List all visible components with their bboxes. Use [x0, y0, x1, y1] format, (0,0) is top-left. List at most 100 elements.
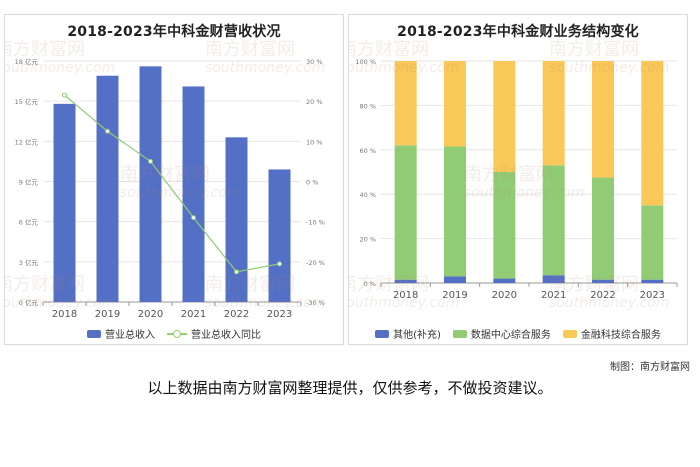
stacked-bar-segment [592, 61, 614, 178]
legend-swatch [167, 329, 187, 338]
yoy-point [148, 158, 153, 164]
stacked-bar-segment [493, 172, 516, 279]
chart-title: 2018-2023年中科金财业务结构变化 [397, 24, 639, 40]
watermark-text: 南方财富网 [349, 274, 429, 295]
y-left-tick-label: 12 亿元 [15, 137, 39, 146]
watermark-text: southmoney.com [464, 185, 584, 201]
stacked-bar-segment [542, 165, 565, 276]
watermark-text: southmoney.com [549, 295, 669, 311]
watermark: 南方财富网southmoney.com南方财富网southmoney.com南方… [5, 39, 325, 311]
stacked-bar-segment [542, 275, 565, 283]
yoy-point [105, 128, 110, 134]
x-tick-label: 2020 [492, 290, 517, 301]
y-tick-label: 20 % [359, 236, 376, 244]
x-tick-label: 2023 [267, 309, 292, 320]
legend-label: 金融科技综合服务 [580, 330, 661, 341]
watermark-text: southmoney.com [205, 295, 325, 311]
stacked-bar-segment [394, 279, 417, 283]
business-structure-chart-panel: 2018-2023年中科金财业务结构变化 0 % 20 % 40 % 60 % 80 %… [348, 14, 688, 345]
y-right-tick-label: 10 % [306, 138, 323, 146]
legend-swatch [562, 329, 577, 338]
x-tick-label: 2019 [95, 309, 120, 320]
x-tick-label: 2023 [640, 290, 665, 301]
y-left-tick-label: 6 亿元 [19, 218, 39, 227]
legend-label: 其他(补充) [393, 330, 441, 341]
y-tick-label: 0 % [364, 280, 376, 288]
revenue-bar [139, 66, 162, 302]
legend-label: 数据中心综合服务 [470, 330, 551, 341]
revenue-bar [53, 103, 76, 302]
legend-item-datacenter[interactable]: 数据中心综合服务 [452, 326, 551, 341]
watermark-text: 南方财富网 [549, 39, 639, 60]
chart-legend: 其他(补充) 数据中心综合服务 金融科技综合服务 [349, 326, 687, 341]
y-right-tick-label: -30 % [306, 299, 325, 307]
yoy-point [234, 269, 239, 275]
watermark-text: 南方财富网 [5, 39, 85, 60]
x-tick-label: 2018 [52, 309, 77, 320]
watermark-text: 南方财富网 [205, 274, 295, 295]
legend-swatch [87, 329, 101, 338]
y-right-tick-label: 0 % [306, 179, 318, 187]
chart-title: 2018-2023年中科金财营收状况 [67, 24, 281, 40]
y-tick-label: 60 % [359, 147, 376, 155]
legend-item-yoy[interactable]: 营业总收入同比 [167, 326, 261, 341]
revenue-bar [182, 86, 205, 302]
watermark-text: 南方财富网 [349, 39, 429, 60]
watermark-text: southmoney.com [5, 295, 115, 311]
y-right-tick-label: -10 % [306, 219, 325, 227]
x-tick-label: 2022 [590, 290, 615, 301]
x-tick-label: 2021 [541, 290, 566, 301]
legend-swatch [452, 329, 467, 338]
watermark-text: 南方财富网 [5, 274, 85, 295]
legend-label: 营业总收入同比 [191, 330, 261, 341]
revenue-chart: 0 亿元 3 亿元 6 亿元 9 亿元 12 亿元 15 亿元 18 亿元 -30 % -20 … [5, 39, 325, 320]
revenue-bar [96, 75, 119, 302]
yoy-point [62, 92, 67, 98]
y-left-tick-label: 18 亿元 [15, 57, 39, 66]
x-tick-label: 2018 [393, 290, 418, 301]
revenue-bar [225, 137, 248, 302]
y-left-tick-label: 9 亿元 [19, 178, 39, 187]
stacked-bar-segment [592, 279, 614, 283]
y-right-tick-label: 20 % [306, 98, 323, 106]
y-left-tick-label: 3 亿元 [19, 258, 39, 267]
watermark-text: southmoney.com [549, 60, 669, 76]
disclaimer-text: 以上数据由南方财富网整理提供，仅供参考，不做投资建议。 [147, 379, 553, 397]
business-structure-chart: 0 % 20 % 40 % 60 % 80 % 100 % 2018 2019 2020 2021… [349, 39, 678, 311]
stacked-bar-segment [444, 146, 466, 277]
legend-item-revenue[interactable]: 营业总收入 [87, 326, 155, 341]
watermark-text: southmoney.com [120, 185, 240, 201]
legend-item-other[interactable]: 其他(补充) [375, 326, 441, 341]
y-left-tick-label: 0 亿元 [19, 298, 39, 307]
y-right-tick-label: 30 % [306, 58, 323, 66]
legend-item-fintech[interactable]: 金融科技综合服务 [562, 326, 661, 341]
legend-swatch [375, 329, 390, 338]
stacked-bar-segment [641, 279, 664, 283]
revenue-chart-panel: 2018-2023年中科金财营收状况 0 亿元 3 亿元 6 亿元 9 亿元 12 亿元… [4, 14, 344, 345]
y-tick-label: 80 % [359, 102, 376, 110]
chart-legend: 营业总收入 营业总收入同比 [5, 326, 343, 341]
watermark-text: southmoney.com [349, 295, 459, 311]
yoy-line [64, 94, 280, 273]
x-tick-label: 2021 [181, 309, 206, 320]
stacked-bar-segment [394, 61, 417, 146]
stacked-bar-segment [493, 61, 516, 172]
stacked-bar-segment [592, 177, 614, 280]
stacked-bar-segment [493, 278, 516, 283]
y-tick-label: 40 % [359, 191, 376, 199]
x-tick-label: 2022 [224, 309, 249, 320]
x-tick-label: 2020 [138, 309, 163, 320]
watermark-text: 南方财富网 [205, 39, 295, 60]
y-left-tick-label: 15 亿元 [15, 97, 39, 106]
y-tick-label: 100 % [355, 58, 376, 66]
watermark: 南方财富网southmoney.com南方财富网southmoney.com南方… [349, 39, 669, 311]
y-right-tick-label: -20 % [306, 259, 325, 267]
watermark-text: southmoney.com [205, 60, 325, 76]
stacked-bar-segment [641, 205, 664, 280]
watermark-text: southmoney.com [5, 60, 115, 76]
stacked-bar-segment [394, 145, 417, 280]
yoy-point [277, 261, 282, 267]
yoy-point [191, 215, 196, 221]
revenue-bar [268, 169, 291, 302]
watermark-text: 南方财富网 [549, 274, 639, 295]
